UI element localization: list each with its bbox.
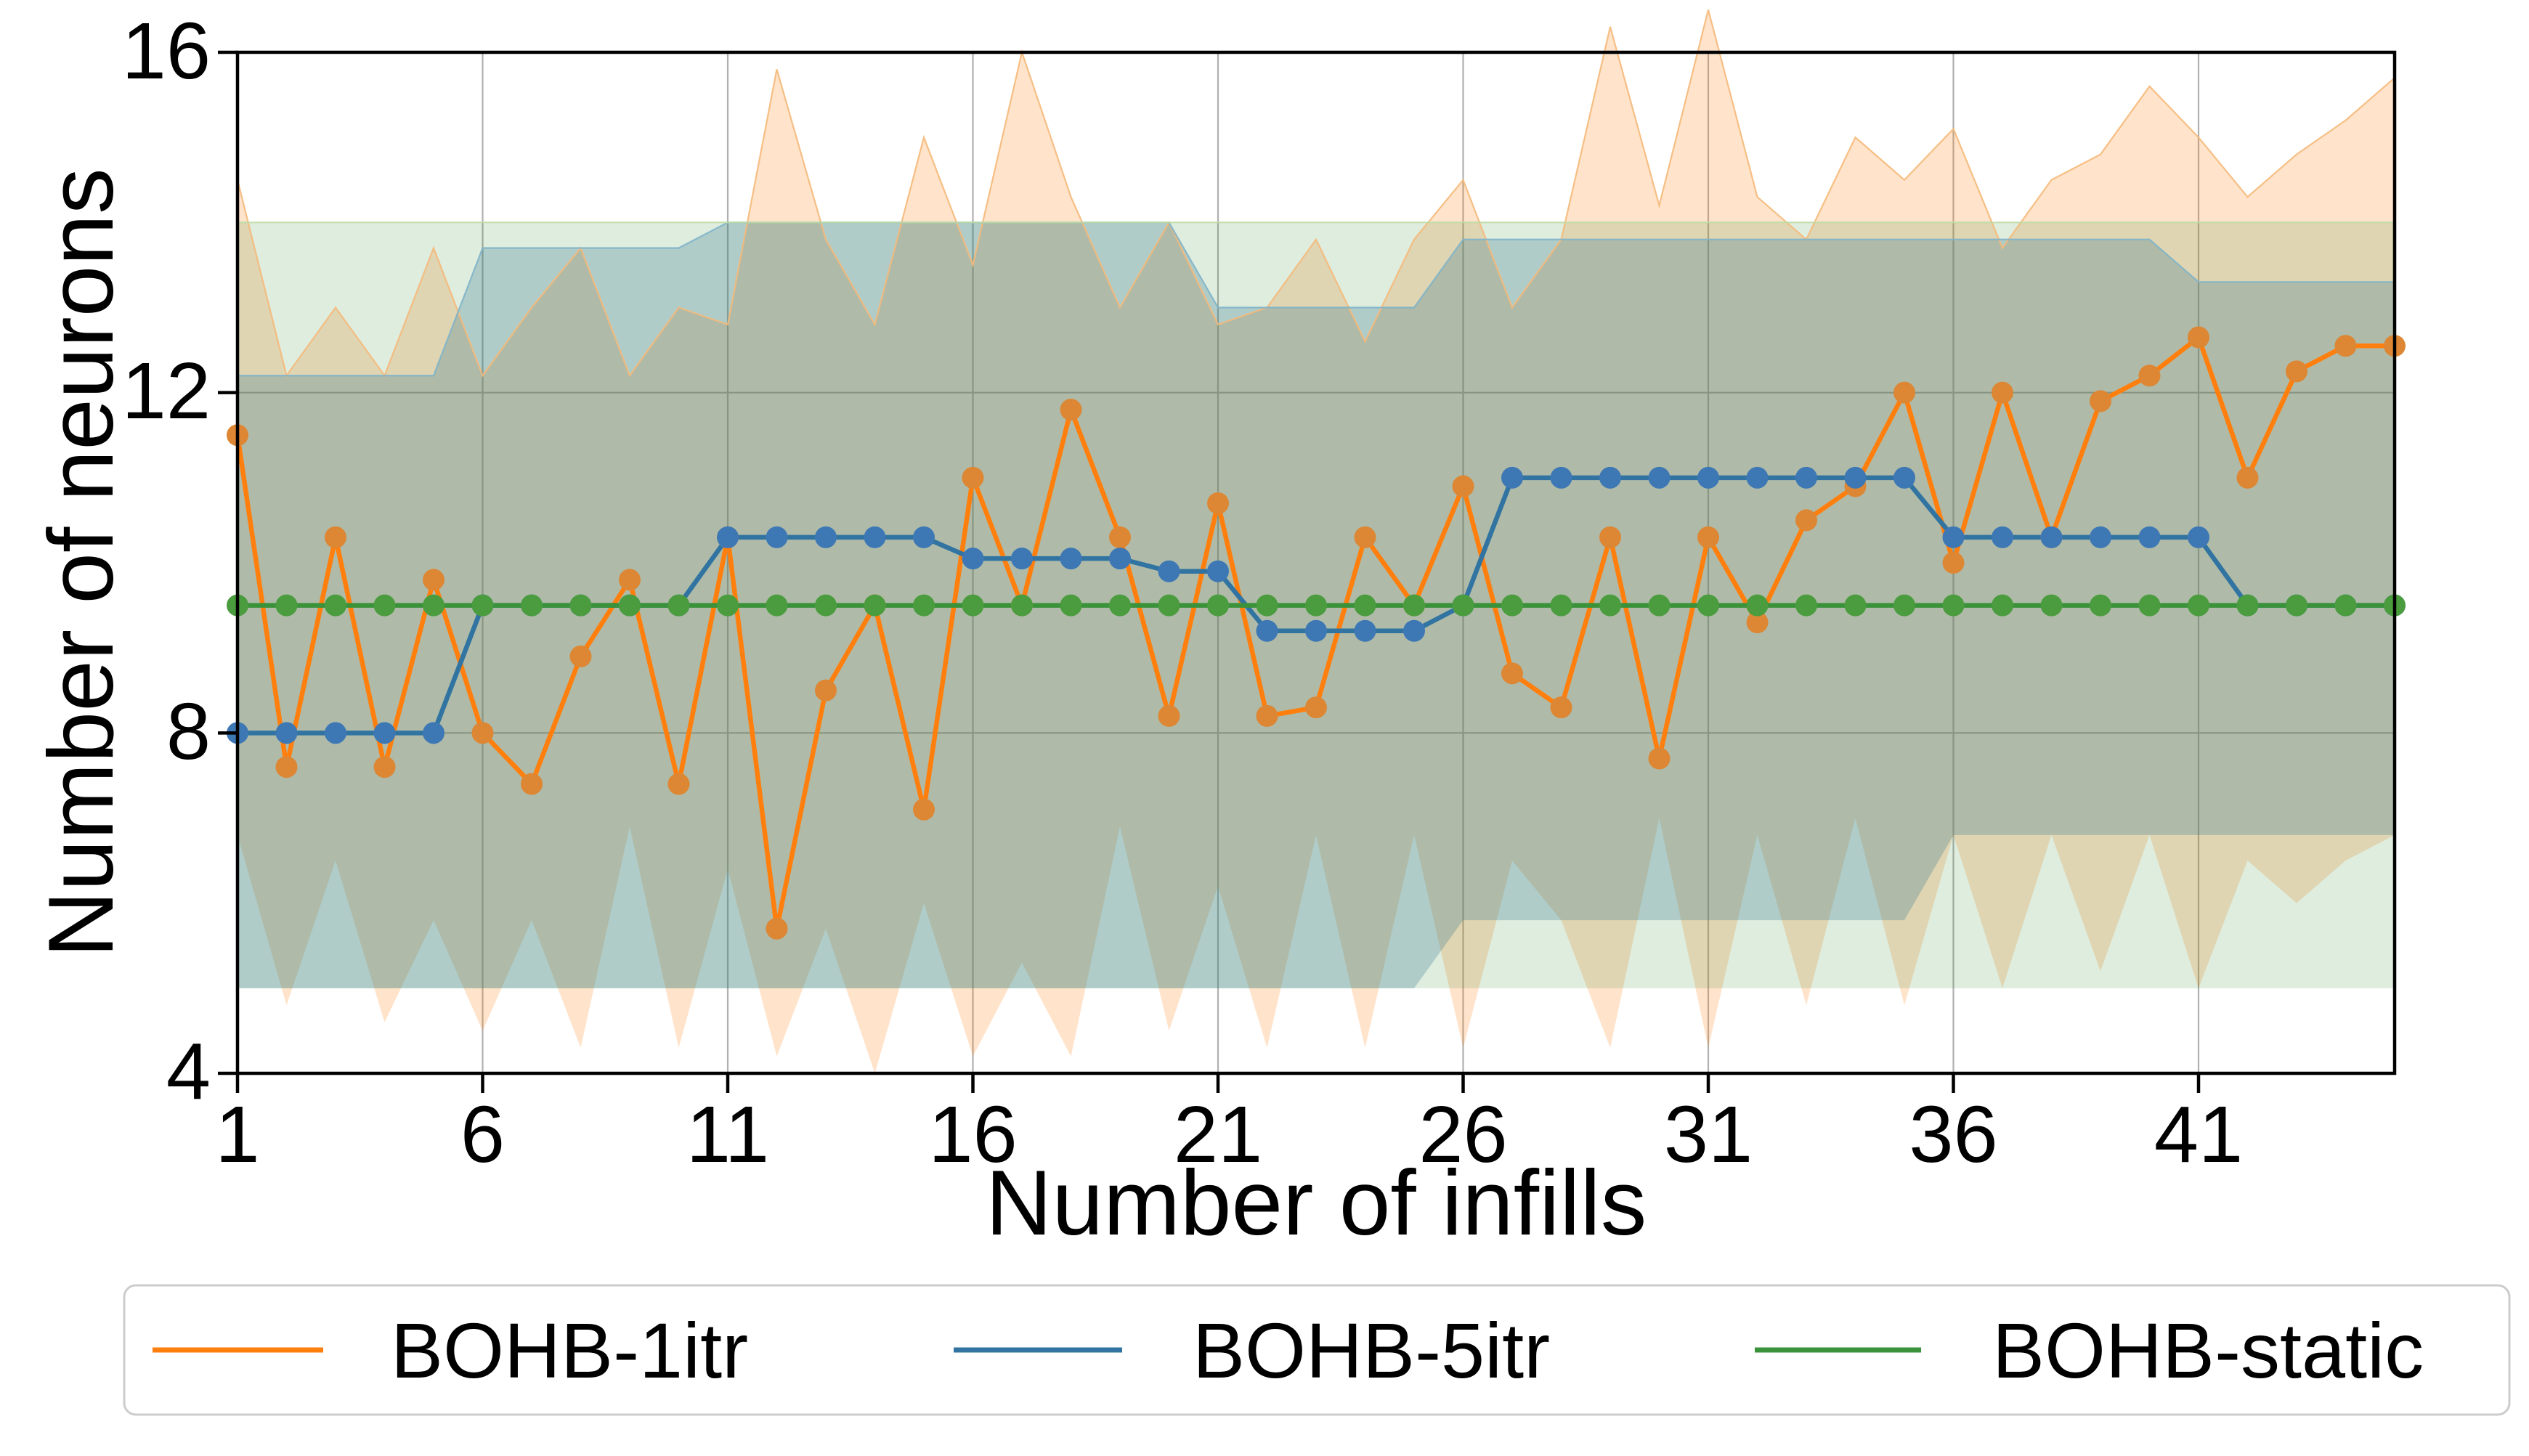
svg-text:BOHB-static: BOHB-static [1992, 1306, 2424, 1394]
svg-text:6: 6 [460, 1090, 505, 1179]
svg-text:Number of infills: Number of infills [986, 1151, 1647, 1254]
svg-text:BOHB-5itr: BOHB-5itr [1193, 1306, 1550, 1394]
svg-text:BOHB-1itr: BOHB-1itr [391, 1306, 748, 1394]
svg-text:41: 41 [2154, 1090, 2243, 1179]
svg-text:36: 36 [1909, 1090, 1997, 1179]
svg-text:1: 1 [215, 1090, 259, 1179]
svg-text:8: 8 [166, 687, 211, 776]
svg-text:4: 4 [166, 1027, 211, 1116]
svg-text:11: 11 [686, 1090, 769, 1179]
svg-text:31: 31 [1664, 1090, 1753, 1179]
svg-text:16: 16 [122, 7, 211, 96]
svg-text:12: 12 [122, 346, 211, 436]
svg-text:Number of neurons: Number of neurons [29, 168, 132, 957]
